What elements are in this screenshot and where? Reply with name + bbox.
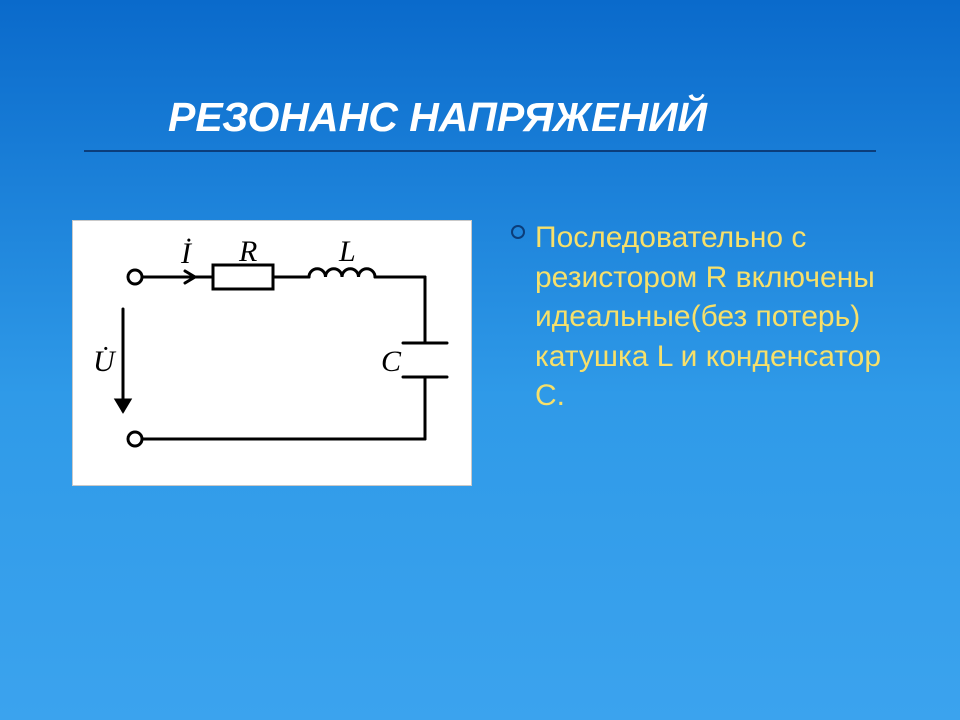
body-text: Последовательно с резистором R включены …	[535, 218, 895, 416]
terminal-top	[128, 270, 142, 284]
label-R: R	[238, 235, 257, 268]
bullet-marker	[511, 225, 525, 239]
slide: РЕЗОНАНС НАПРЯЖЕНИЙ İ R L C U̇ Последователь…	[0, 0, 960, 720]
terminal-bottom	[128, 432, 142, 446]
label-I: İ	[180, 237, 193, 270]
circuit-diagram: İ R L C U̇	[72, 220, 472, 486]
title-underline	[84, 150, 876, 152]
label-L: L	[338, 235, 356, 268]
resistor	[213, 265, 273, 289]
circuit-svg: İ R L C U̇	[73, 221, 471, 485]
voltage-arrow-head	[116, 400, 129, 411]
label-U: U̇	[93, 345, 117, 378]
label-C: C	[381, 345, 402, 378]
inductor	[309, 269, 375, 277]
slide-title: РЕЗОНАНС НАПРЯЖЕНИЙ	[168, 94, 707, 141]
